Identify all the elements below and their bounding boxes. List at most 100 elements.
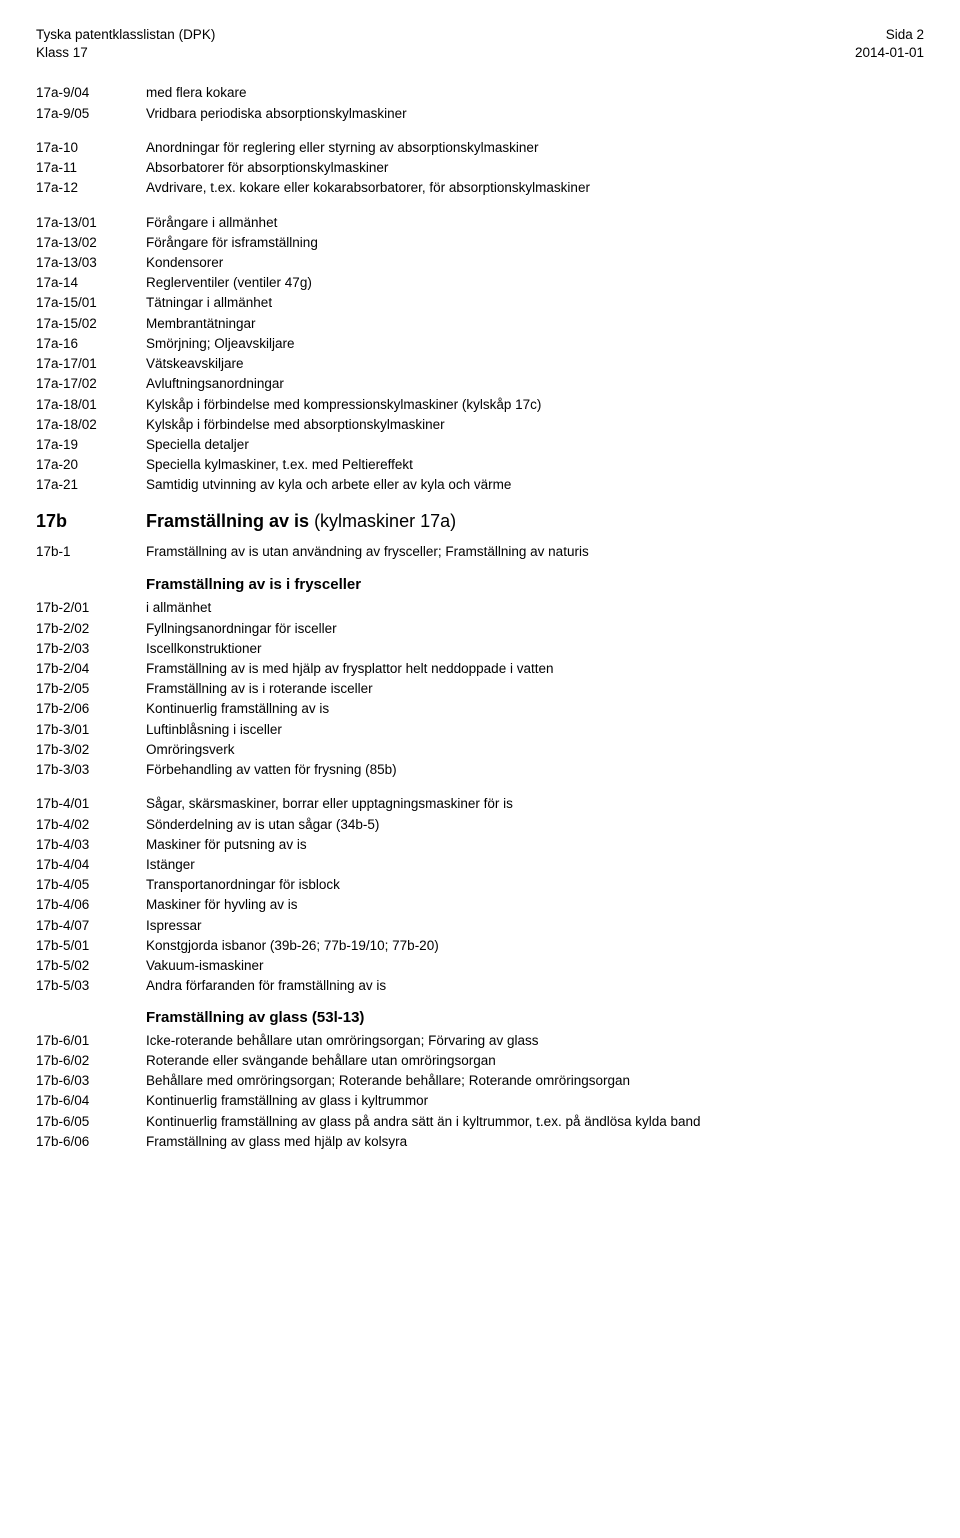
classification-code: 17b-5/03 <box>36 977 146 995</box>
classification-row: 17b-2/01i allmänhet <box>36 599 924 617</box>
classification-row: 17b-3/03Förbehandling av vatten för frys… <box>36 761 924 779</box>
classification-row: 17a-11Absorbatorer för absorptionskylmas… <box>36 159 924 177</box>
classification-row: 17a-21Samtidig utvinning av kyla och arb… <box>36 476 924 494</box>
classification-row: 17b-6/01Icke-roterande behållare utan om… <box>36 1032 924 1050</box>
classification-row: 17b-2/03Iscellkonstruktioner <box>36 640 924 658</box>
classification-code: 17b-6/03 <box>36 1072 146 1090</box>
classification-code: 17a-13/01 <box>36 214 146 232</box>
class-label: Klass 17 <box>36 44 215 62</box>
classification-row: 17b-6/05Kontinuerlig framställning av gl… <box>36 1113 924 1131</box>
classification-desc: Andra förfaranden för framställning av i… <box>146 977 924 995</box>
classification-code: 17b-2/06 <box>36 700 146 718</box>
classification-code: 17a-17/01 <box>36 355 146 373</box>
classification-code: 17a-17/02 <box>36 375 146 393</box>
classification-desc: Maskiner för putsning av is <box>146 836 924 854</box>
classification-row: 17a-16Smörjning; Oljeavskiljare <box>36 335 924 353</box>
classification-code: 17b-4/03 <box>36 836 146 854</box>
classification-desc: Kontinuerlig framställning av glass på a… <box>146 1113 924 1131</box>
classification-desc: Sönderdelning av is utan sågar (34b-5) <box>146 816 924 834</box>
classification-desc: Avluftningsanordningar <box>146 375 924 393</box>
classification-row: 17a-17/02Avluftningsanordningar <box>36 375 924 393</box>
classification-row: 17b-5/01Konstgjorda isbanor (39b-26; 77b… <box>36 937 924 955</box>
classification-desc: Maskiner för hyvling av is <box>146 896 924 914</box>
classification-code: 17a-9/04 <box>36 84 146 102</box>
doc-title: Tyska patentklasslistan (DPK) <box>36 26 215 44</box>
classification-row: 17b-4/04Istänger <box>36 856 924 874</box>
classification-desc: Behållare med omröringsorgan; Roterande … <box>146 1072 924 1090</box>
classification-code: 17a-19 <box>36 436 146 454</box>
classification-desc: Samtidig utvinning av kyla och arbete el… <box>146 476 924 494</box>
classification-row: 17b-5/02Vakuum-ismaskiner <box>36 957 924 975</box>
classification-desc: Roterande eller svängande behållare utan… <box>146 1052 924 1070</box>
classification-code: 17a-13/02 <box>36 234 146 252</box>
classification-desc: Fyllningsanordningar för isceller <box>146 620 924 638</box>
classification-row: 17b-3/01Luftinblåsning i isceller <box>36 721 924 739</box>
classification-desc: Kontinuerlig framställning av is <box>146 700 924 718</box>
classification-code: 17a-18/02 <box>36 416 146 434</box>
classification-code: 17b-4/02 <box>36 816 146 834</box>
classification-row: 17b-4/07Ispressar <box>36 917 924 935</box>
classification-code: 17a-16 <box>36 335 146 353</box>
entries-group-2: 17a-10Anordningar för reglering eller st… <box>36 139 924 198</box>
classification-row: 17b-2/06Kontinuerlig framställning av is <box>36 700 924 718</box>
classification-desc: Vridbara periodiska absorptionskylmaskin… <box>146 105 924 123</box>
classification-row: 17b-2/04Framställning av is med hjälp av… <box>36 660 924 678</box>
classification-desc: Anordningar för reglering eller styrning… <box>146 139 924 157</box>
classification-desc: Förbehandling av vatten för frysning (85… <box>146 761 924 779</box>
subheading-glass: Framställning av glass (53l-13) <box>36 1008 924 1028</box>
classification-code: 17b-6/02 <box>36 1052 146 1070</box>
classification-code: 17b-4/04 <box>36 856 146 874</box>
classification-row: 17a-20Speciella kylmaskiner, t.ex. med P… <box>36 456 924 474</box>
page-header: Tyska patentklasslistan (DPK) Klass 17 S… <box>36 26 924 62</box>
classification-code: 17a-15/02 <box>36 315 146 333</box>
classification-code: 17b-4/06 <box>36 896 146 914</box>
entries-group-5: 17b-4/01Sågar, skärsmaskiner, borrar ell… <box>36 795 924 995</box>
classification-desc: Speciella kylmaskiner, t.ex. med Peltier… <box>146 456 924 474</box>
classification-desc: Tätningar i allmänhet <box>146 294 924 312</box>
classification-code: 17a-15/01 <box>36 294 146 312</box>
classification-desc: Kylskåp i förbindelse med kompressionsky… <box>146 396 924 414</box>
entries-group-3: 17a-13/01Förångare i allmänhet17a-13/02F… <box>36 214 924 495</box>
entries-group-4: 17b-2/01i allmänhet 17b-2/02Fyllningsanor… <box>36 599 924 779</box>
classification-row: 17a-17/01Vätskeavskiljare <box>36 355 924 373</box>
classification-desc: Iscellkonstruktioner <box>146 640 924 658</box>
classification-desc: Framställning av is utan användning av f… <box>146 543 924 561</box>
classification-desc: Vätskeavskiljare <box>146 355 924 373</box>
classification-code: 17a-21 <box>36 476 146 494</box>
classification-desc: med flera kokare <box>146 84 924 102</box>
classification-code: 17b-3/02 <box>36 741 146 759</box>
classification-row: 17b-6/02Roterande eller svängande behåll… <box>36 1052 924 1070</box>
classification-row: 17b-4/03Maskiner för putsning av is <box>36 836 924 854</box>
classification-row: 17b-6/04Kontinuerlig framställning av gl… <box>36 1092 924 1110</box>
header-right: Sida 2 2014-01-01 <box>855 26 924 62</box>
classification-code: 17b-2/05 <box>36 680 146 698</box>
classification-desc: Sågar, skärsmaskiner, borrar eller uppta… <box>146 795 924 813</box>
classification-code: 17b-6/01 <box>36 1032 146 1050</box>
classification-code: 17b-5/02 <box>36 957 146 975</box>
classification-desc: Framställning av is i roterande isceller <box>146 680 924 698</box>
classification-desc: Kontinuerlig framställning av glass i ky… <box>146 1092 924 1110</box>
classification-row: 17a-12Avdrivare, t.ex. kokare eller koka… <box>36 179 924 197</box>
classification-code: 17a-9/05 <box>36 105 146 123</box>
classification-desc: Speciella detaljer <box>146 436 924 454</box>
subheading-text: Framställning av is i frysceller <box>146 575 924 595</box>
classification-desc: Icke-roterande behållare utan omröringso… <box>146 1032 924 1050</box>
classification-code: 17b-2/04 <box>36 660 146 678</box>
classification-desc: Omröringsverk <box>146 741 924 759</box>
section-title-bold: Framställning av is <box>146 511 309 531</box>
header-left: Tyska patentklasslistan (DPK) Klass 17 <box>36 26 215 62</box>
classification-row: 17b-6/03Behållare med omröringsorgan; Ro… <box>36 1072 924 1090</box>
classification-code: 17b-3/01 <box>36 721 146 739</box>
classification-code: 17b-4/05 <box>36 876 146 894</box>
classification-desc: Framställning av glass med hjälp av kols… <box>146 1133 924 1151</box>
subheading-frysceller: Framställning av is i frysceller <box>36 575 924 595</box>
classification-desc: Smörjning; Oljeavskiljare <box>146 335 924 353</box>
classification-desc: Kondensorer <box>146 254 924 272</box>
classification-code: 17a-20 <box>36 456 146 474</box>
classification-code: 17a-13/03 <box>36 254 146 272</box>
classification-row: 17b-2/02Fyllningsanordningar för iscelle… <box>36 620 924 638</box>
section-code: 17b <box>36 509 146 533</box>
classification-code: 17b-6/05 <box>36 1113 146 1131</box>
classification-row: 17a-18/02Kylskåp i förbindelse med absor… <box>36 416 924 434</box>
classification-desc: Vakuum-ismaskiner <box>146 957 924 975</box>
